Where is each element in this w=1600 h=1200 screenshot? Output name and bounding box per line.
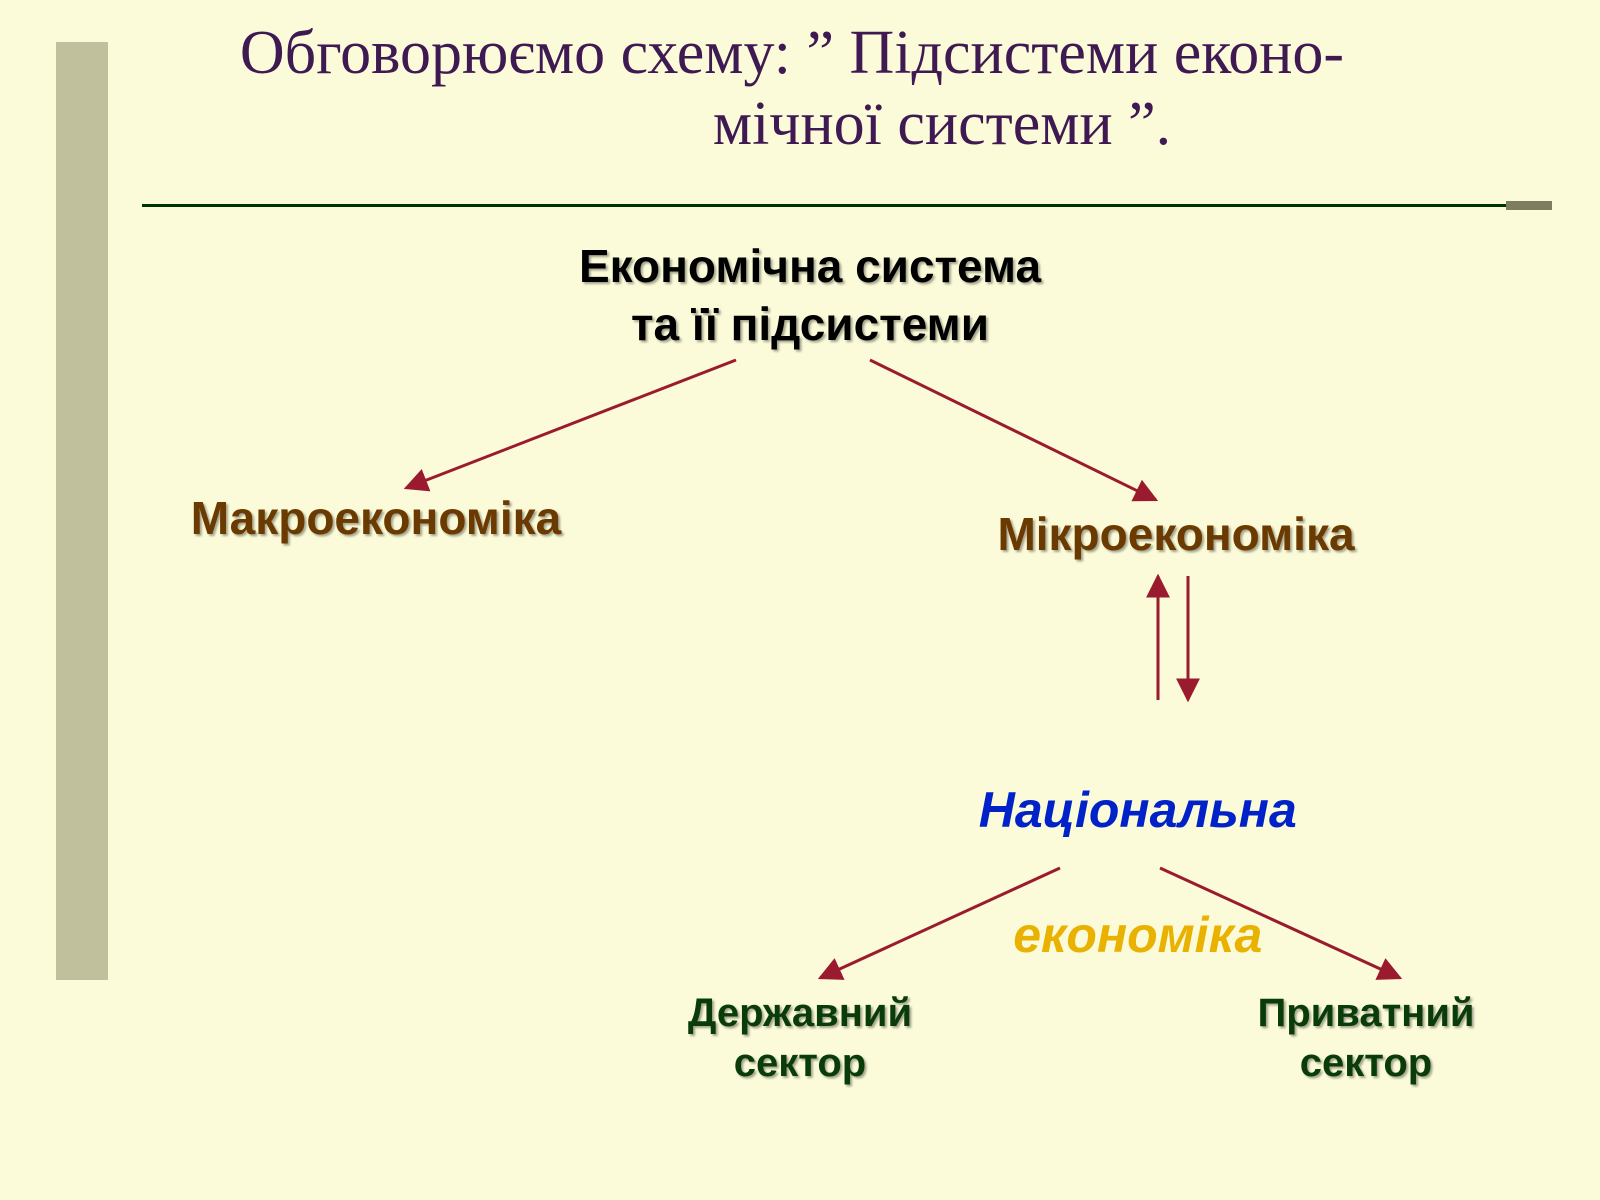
node-root: Економічна система та її підсистеми [490,238,1130,353]
edge-root-to-macro [406,360,736,488]
node-national-word-2: економіка [1013,907,1262,963]
node-microeconomics: Мікроекономіка [956,506,1396,564]
node-private-sector: Приватний сектор [1186,988,1546,1088]
node-national-word-1: Національна [979,782,1297,838]
slide: Обговорюємо схему: ” Підсистеми еконо- м… [0,0,1600,1200]
slide-title: Обговорюємо схему: ” Підсистеми еконо- м… [32,18,1552,161]
node-macroeconomics: Макроекономіка [156,490,596,548]
node-national-economy: Національна економіка [880,716,1340,1029]
title-underline [142,204,1552,207]
title-line-2: мічної системи ”. [32,89,1552,160]
title-line-1: Обговорюємо схему: ” Підсистеми еконо- [240,19,1344,87]
accent-bar [56,42,108,980]
edge-root-to-micro [870,360,1156,500]
node-state-sector: Державний сектор [650,988,950,1088]
